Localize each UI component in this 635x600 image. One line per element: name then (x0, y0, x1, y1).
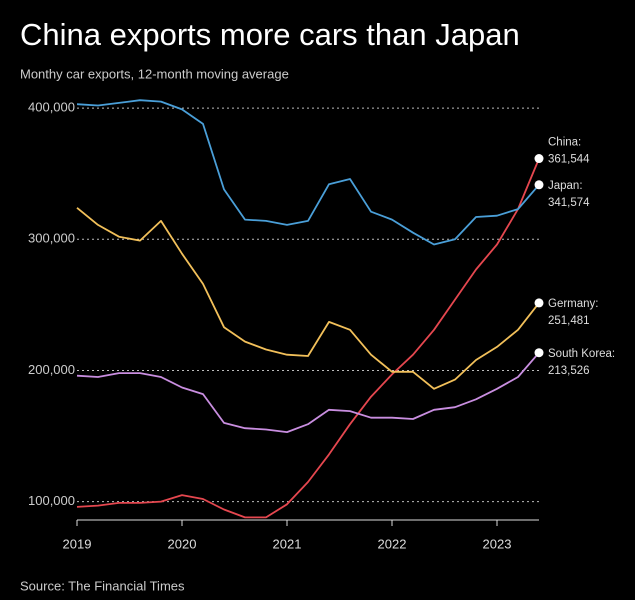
x-tick-label: 2020 (168, 536, 197, 551)
series-line (76, 99, 540, 246)
series-line (76, 158, 540, 519)
chart-title: China exports more cars than Japan (20, 17, 520, 52)
data-label: 213,526 (548, 365, 590, 377)
x-tick-label: 2022 (378, 536, 407, 551)
legend-label: Germany: (548, 298, 599, 310)
end-dot (534, 180, 544, 190)
x-tick-label: 2019 (63, 536, 92, 551)
legend-label: China: (548, 137, 581, 149)
x-tick-label: 2023 (483, 536, 512, 551)
y-tick-label: 200,000 (28, 362, 75, 377)
series-line (76, 352, 540, 433)
legend-label: South Korea: (548, 348, 615, 360)
data-label: 251,481 (548, 315, 590, 327)
series-line (76, 207, 540, 390)
end-dot (534, 298, 544, 308)
legend-label: Japan: (548, 180, 583, 192)
y-tick-label: 100,000 (28, 493, 75, 508)
end-dot (534, 348, 544, 358)
data-label: 341,574 (548, 197, 590, 209)
y-tick-label: 300,000 (28, 231, 75, 246)
data-label: 361,544 (548, 154, 590, 166)
source: Source: The Financial Times (20, 578, 185, 593)
chart-subtitle: Monthy car exports, 12-month moving aver… (20, 66, 289, 81)
x-tick-label: 2021 (273, 536, 302, 551)
y-tick-label: 400,000 (28, 100, 75, 115)
end-dot (534, 154, 544, 164)
